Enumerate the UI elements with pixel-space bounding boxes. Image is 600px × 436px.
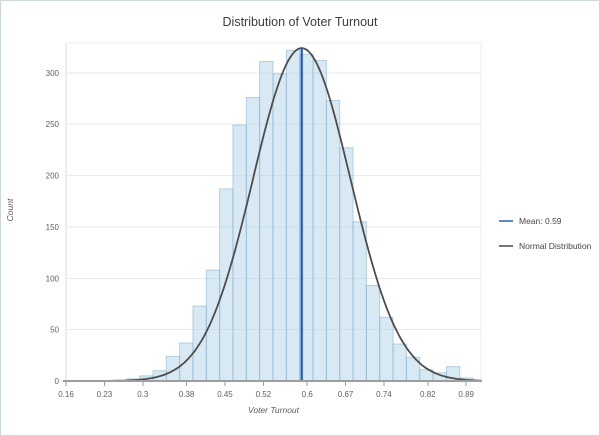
x-tick-label: 0.74 [376,390,392,399]
histogram-bar [312,59,327,382]
x-axis-label: Voter Turnout [247,405,300,415]
histogram-bar [219,188,234,382]
y-tick-label: 100 [46,274,60,283]
x-tick-label: 0.82 [420,390,436,399]
histogram-bar [325,100,341,382]
histogram-bar [205,269,221,382]
y-tick-label: 300 [46,69,60,78]
legend-item-normal-distribution: Normal Distribution [499,241,591,251]
y-tick-label: 200 [46,172,60,181]
normal-curve-swatch-icon [499,245,513,247]
legend-label-normal-distribution: Normal Distribution [519,241,592,251]
histogram-bar [365,284,381,382]
x-tick-label: 0.23 [97,390,113,399]
legend: Mean: 0.59 Normal Distribution [499,216,591,251]
x-tick-label: 0.89 [458,390,474,399]
x-tick-label: 0.6 [302,390,314,399]
x-tick-label: 0.3 [137,390,149,399]
histogram-bar [392,343,407,382]
histogram-bar [179,342,194,382]
y-tick-label: 50 [50,326,59,335]
histogram-bar [379,316,394,382]
x-tick-label: 0.38 [179,390,195,399]
chart-title: Distribution of Voter Turnout [222,15,378,29]
x-tick-label: 0.67 [338,390,354,399]
histogram-bar [245,96,261,382]
y-tick-label: 150 [46,223,60,232]
histogram-bar [352,221,367,382]
y-tick-label: 250 [46,120,60,129]
legend-label-mean: Mean: 0.59 [519,216,562,226]
y-tick-label: 0 [55,377,60,386]
histogram-bar [285,49,301,382]
x-tick-label: 0.45 [217,390,233,399]
x-tick-label: 0.52 [256,390,272,399]
histogram-bar [272,73,287,382]
mean-line-swatch-icon [499,220,513,222]
legend-item-mean: Mean: 0.59 [499,216,591,226]
x-tick-label: 0.16 [58,390,74,399]
